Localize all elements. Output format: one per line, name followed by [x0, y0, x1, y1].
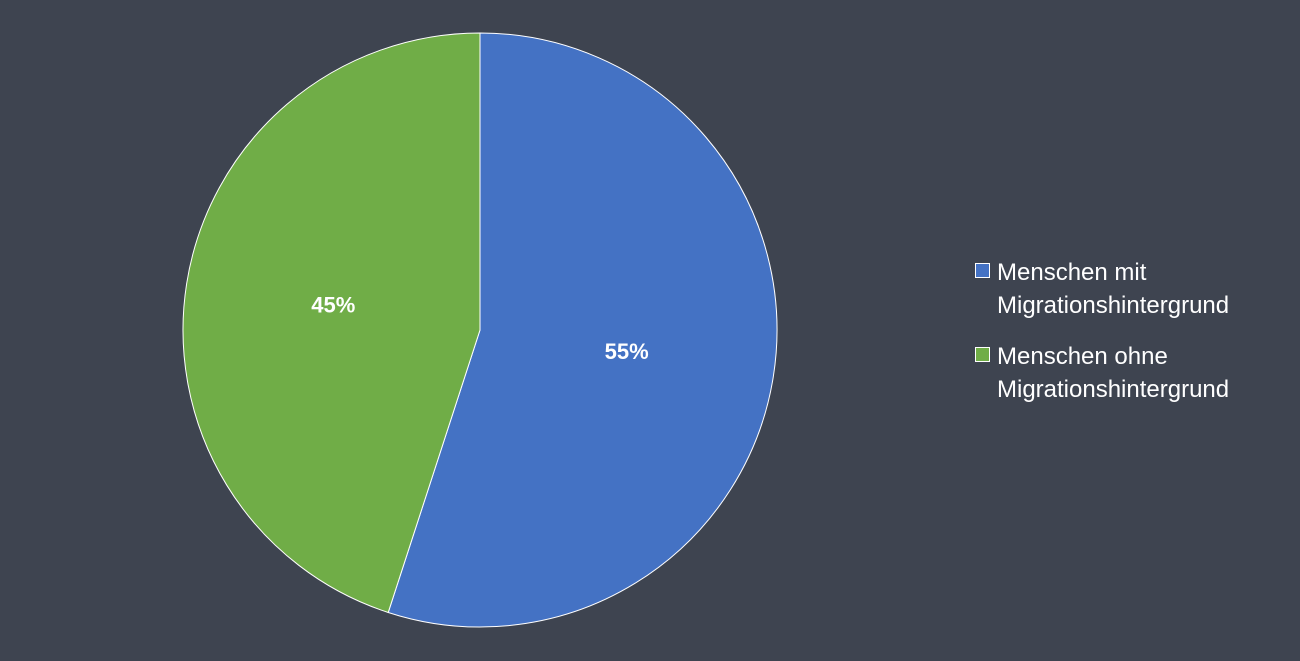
legend-item: Menschen mit Migrationshintergrund: [975, 256, 1285, 322]
pie-slice: [387, 32, 778, 628]
legend-item: Menschen ohne Migrationshintergrund: [975, 340, 1285, 406]
value-label: 55%: [605, 339, 649, 364]
legend: Menschen mit Migrationshintergrund Mensch…: [975, 256, 1285, 424]
value-label: 45%: [311, 293, 355, 318]
pie-slice: [182, 32, 481, 614]
legend-swatch: [975, 347, 990, 362]
legend-swatch: [975, 263, 990, 278]
legend-label: Menschen mit Migrationshintergrund: [997, 259, 1230, 319]
legend-label: Menschen ohne Migrationshintergrund: [997, 343, 1230, 403]
